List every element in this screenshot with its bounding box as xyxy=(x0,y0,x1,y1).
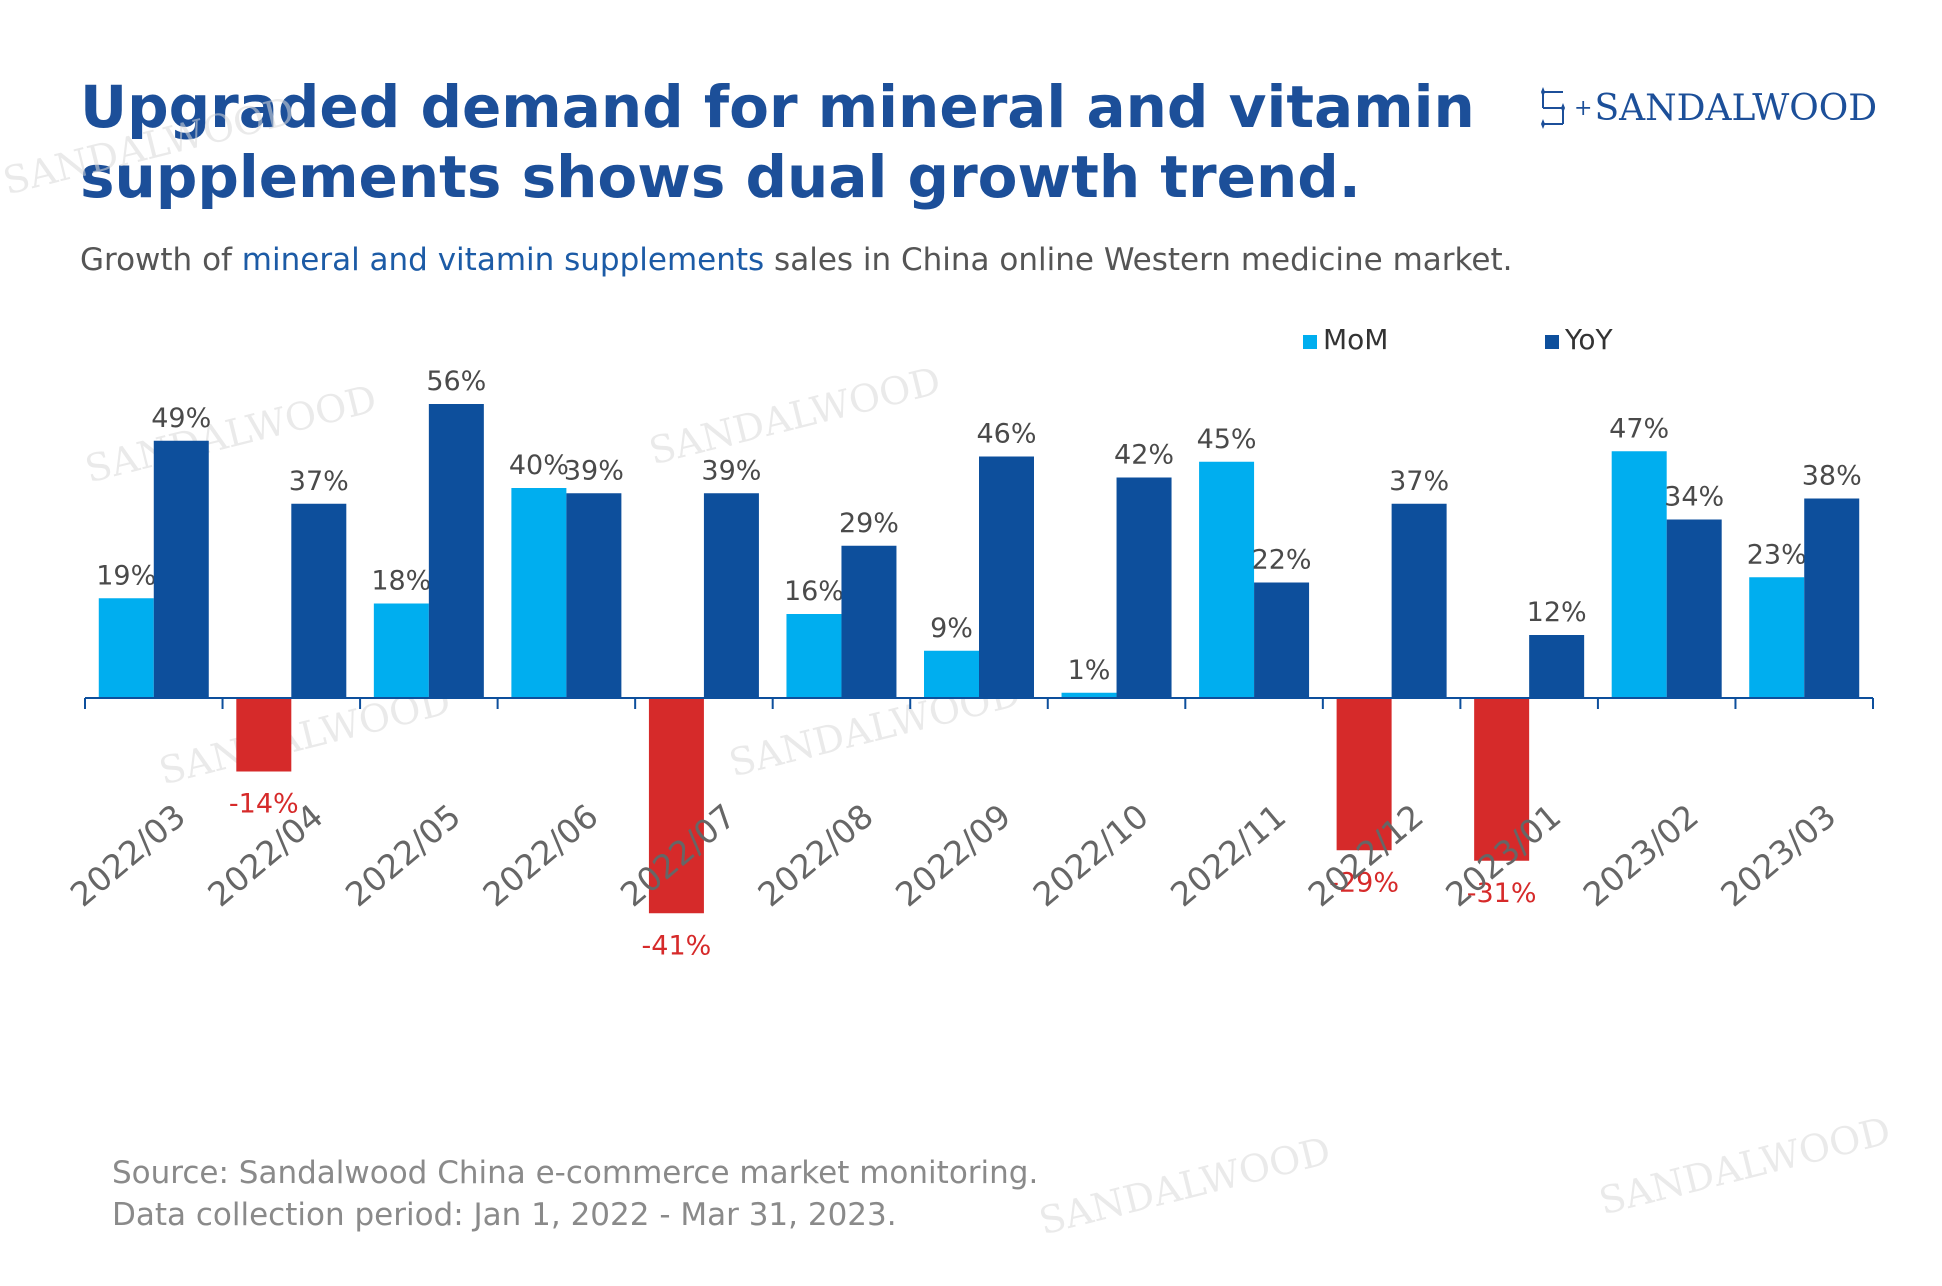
data-label-yoy: 56% xyxy=(426,366,486,397)
subtitle-highlight: mineral and vitamin supplements xyxy=(242,242,764,278)
data-label-yoy: 38% xyxy=(1802,461,1862,492)
subtitle-prefix: Growth of xyxy=(80,242,242,278)
bar-yoy xyxy=(154,441,209,698)
chart-subtitle: Growth of mineral and vitamin supplement… xyxy=(80,242,1512,278)
sandalwood-logo-icon xyxy=(1538,86,1568,130)
data-label-mom: -41% xyxy=(642,930,712,961)
legend-swatch-yoy xyxy=(1545,335,1559,349)
legend-label-yoy: YoY xyxy=(1564,323,1614,356)
period-note: Data collection period: Jan 1, 2022 - Ma… xyxy=(112,1194,1038,1236)
bar-yoy xyxy=(1667,520,1722,699)
data-label-mom: 18% xyxy=(371,566,431,597)
bar-yoy xyxy=(566,493,621,698)
bar-chart: 19%49%2022/03 -14%37%2022/0418%56%2022/05… xyxy=(0,300,1942,1150)
chart-title: Upgraded demand for mineral and vitamin … xyxy=(80,72,1480,212)
data-label-yoy: 49% xyxy=(151,403,211,434)
bar-mom xyxy=(99,598,154,698)
bar-yoy xyxy=(429,404,484,698)
data-label-yoy: 39% xyxy=(564,455,624,486)
brand-logo: + SANDALWOOD xyxy=(1538,86,1877,130)
data-label-mom: 1% xyxy=(1068,655,1111,686)
bar-mom xyxy=(511,488,566,698)
bar-yoy xyxy=(1392,504,1447,698)
x-tick-label: 2022/10 xyxy=(1026,796,1156,914)
bar-yoy xyxy=(1804,499,1859,699)
data-label-yoy: 39% xyxy=(701,455,761,486)
bar-yoy xyxy=(1529,635,1584,698)
data-label-mom: 16% xyxy=(784,576,844,607)
x-tick-label: 2022/09 xyxy=(888,796,1018,914)
bar-mom xyxy=(374,604,429,699)
data-label-yoy: 46% xyxy=(976,419,1036,450)
x-tick-label: 2023/02 xyxy=(1576,796,1706,914)
x-tick-label: 2023/03 xyxy=(1713,796,1843,914)
brand-name: SANDALWOOD xyxy=(1594,88,1877,129)
x-tick-label: 2022/03 xyxy=(63,796,193,914)
bar-mom xyxy=(1199,462,1254,698)
legend-swatch-mom xyxy=(1303,335,1317,349)
bar-mom xyxy=(924,651,979,698)
legend-label-mom: MoM xyxy=(1323,323,1388,356)
data-label-yoy: 29% xyxy=(839,508,899,539)
data-label-yoy: 37% xyxy=(1389,466,1449,497)
data-label-mom: 45% xyxy=(1197,424,1257,455)
data-label-yoy: 37% xyxy=(289,466,349,497)
chart-footer: Source: Sandalwood China e-commerce mark… xyxy=(112,1152,1038,1236)
subtitle-suffix: sales in China online Western medicine m… xyxy=(764,242,1512,278)
bar-yoy xyxy=(291,504,346,698)
bar-yoy xyxy=(1117,478,1172,699)
x-tick-label: 2022/11 xyxy=(1163,796,1293,914)
data-label-mom: 47% xyxy=(1609,413,1669,444)
data-label-yoy: 42% xyxy=(1114,440,1174,471)
bar-yoy xyxy=(841,546,896,698)
data-label-yoy: 22% xyxy=(1252,545,1312,576)
bar-mom xyxy=(1749,577,1804,698)
bar-yoy xyxy=(704,493,759,698)
data-label-mom: 19% xyxy=(96,560,156,591)
data-label-yoy: 12% xyxy=(1527,597,1587,628)
bar-yoy xyxy=(979,457,1034,699)
bar-mom xyxy=(1612,451,1667,698)
source-note: Source: Sandalwood China e-commerce mark… xyxy=(112,1152,1038,1194)
bar-yoy xyxy=(1254,583,1309,699)
x-tick-label: 2022/05 xyxy=(338,796,468,914)
bar-mom xyxy=(236,698,291,772)
data-label-mom: 9% xyxy=(930,613,973,644)
bar-mom xyxy=(786,614,841,698)
x-tick-label: 2022/08 xyxy=(751,796,881,914)
data-label-mom: 23% xyxy=(1747,539,1807,570)
x-tick-label: 2022/06 xyxy=(475,796,605,914)
data-label-yoy: 34% xyxy=(1664,482,1724,513)
data-label-mom: 40% xyxy=(509,450,569,481)
